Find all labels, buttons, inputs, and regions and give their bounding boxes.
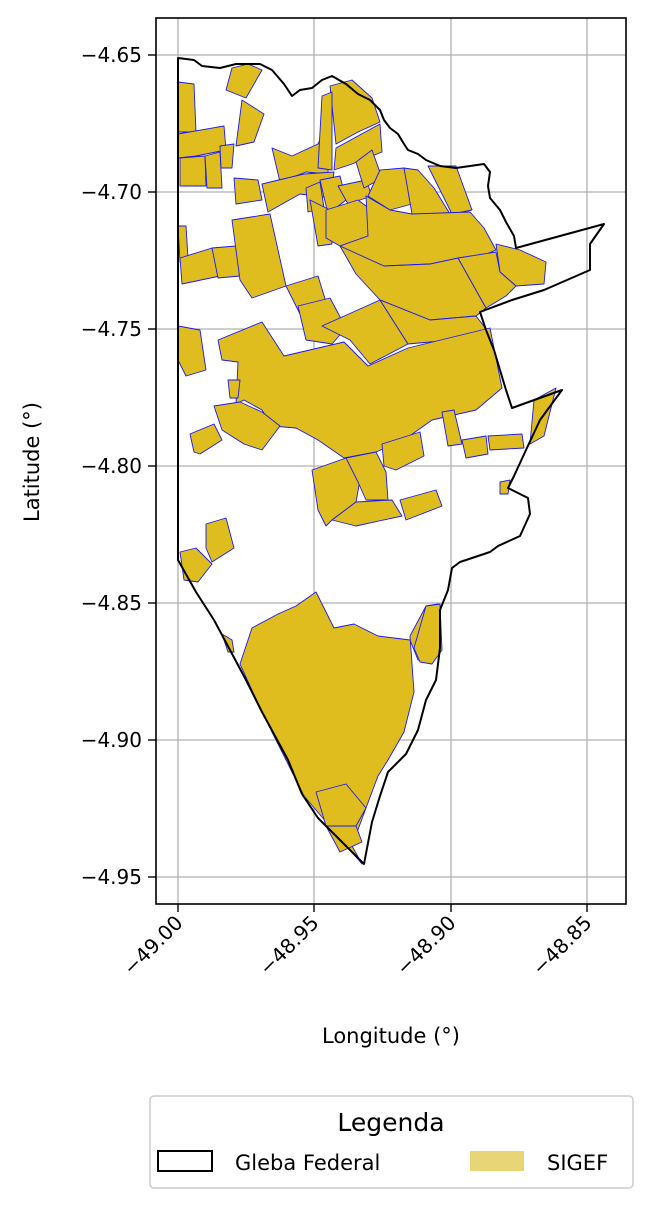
- sigef-parcel: [331, 499, 403, 527]
- legend-swatch-gleba-federal: [157, 1150, 213, 1172]
- sigef-parcel: [177, 81, 197, 133]
- sigef-parcel: [179, 155, 207, 187]
- sigef-parcel: [367, 167, 413, 211]
- sigef-parcel: [235, 99, 265, 147]
- ytick-label: −4.90: [81, 728, 142, 752]
- x-axis-label: Longitude (°): [322, 1024, 460, 1048]
- xtick-label: −48.85: [527, 911, 596, 980]
- sigef-parcel: [233, 177, 263, 205]
- ytick-label: −4.80: [81, 454, 142, 478]
- gleba-federal-outline: [177, 57, 605, 865]
- ytick-label: −4.75: [81, 317, 142, 341]
- sigef-parcel: [399, 489, 443, 521]
- sigef-parcel: [403, 167, 451, 215]
- sigef-parcel: [413, 603, 443, 665]
- y-tick-labels: −4.65 −4.70 −4.75 −4.80 −4.85 −4.90 −4.9…: [81, 43, 142, 889]
- ytick-label: −4.95: [81, 865, 142, 889]
- sigef-parcel: [189, 423, 223, 455]
- sigef-parcel: [381, 431, 425, 471]
- sigef-parcel: [213, 401, 281, 451]
- sigef-parcels: [177, 63, 557, 865]
- ytick-label: −4.65: [81, 43, 142, 67]
- sigef-parcel: [317, 91, 333, 171]
- xtick-label: −49.00: [118, 911, 187, 980]
- legend-title: Legenda: [337, 1108, 444, 1137]
- sigef-parcel: [225, 63, 263, 99]
- sigef-parcel: [227, 379, 241, 399]
- y-axis-label: Latitude (°): [20, 402, 44, 522]
- sigef-parcel: [329, 79, 381, 145]
- sigef-parcel: [205, 517, 235, 563]
- xtick-label: −48.90: [391, 911, 460, 980]
- sigef-parcel: [499, 479, 511, 495]
- sigef-parcel: [179, 547, 213, 583]
- gleba-federal-boundary: [177, 57, 605, 865]
- sigef-parcel: [315, 783, 367, 827]
- sigef-parcel: [487, 433, 525, 451]
- sigef-parcel: [321, 299, 409, 365]
- legend: Legenda Gleba Federal SIGEF: [149, 1095, 634, 1189]
- sigef-parcel: [457, 251, 517, 309]
- sigef-parcel: [219, 143, 235, 169]
- axes-frame: [155, 17, 627, 905]
- xtick-label: −48.95: [254, 911, 323, 980]
- ytick-label: −4.85: [81, 591, 142, 615]
- sigef-parcel: [231, 213, 287, 299]
- legend-label-sigef: SIGEF: [547, 1151, 608, 1175]
- ytick-label: −4.70: [81, 180, 142, 204]
- legend-label-gleba-federal: Gleba Federal: [235, 1151, 380, 1175]
- x-tick-labels: −49.00 −48.95 −48.90 −48.85: [118, 911, 596, 980]
- sigef-parcel: [177, 325, 207, 377]
- legend-swatch-sigef: [470, 1151, 524, 1171]
- sigef-parcel: [221, 633, 235, 653]
- tick-marks: [148, 54, 588, 912]
- sigef-parcel: [461, 435, 489, 459]
- sigef-parcel: [325, 825, 363, 853]
- sigef-parcel: [204, 151, 223, 189]
- sigef-parcel: [441, 409, 463, 447]
